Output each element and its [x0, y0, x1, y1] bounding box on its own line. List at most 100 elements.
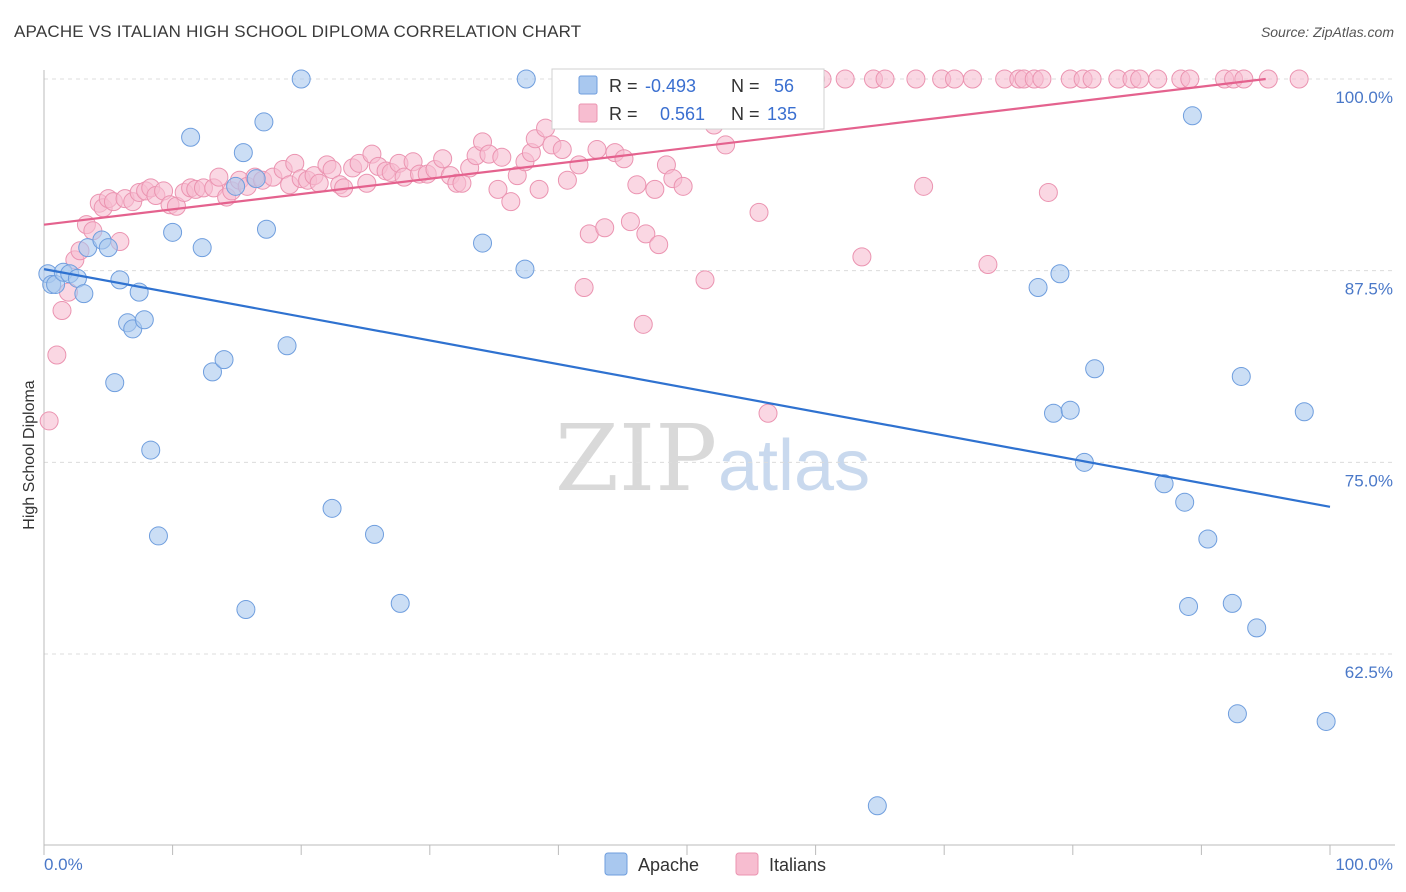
italian-point-100 — [758, 403, 778, 423]
italian-r-label: R = — [609, 104, 638, 124]
apache-point-53 — [1294, 402, 1314, 422]
legend-label-apache: Apache — [638, 855, 699, 875]
apache-point-17 — [148, 526, 168, 546]
apache-point-23 — [226, 176, 246, 196]
apache-point-19 — [181, 127, 201, 147]
apache-point-45 — [1175, 492, 1195, 512]
italian-point-95 — [695, 270, 715, 290]
italian-point-74 — [529, 179, 549, 199]
apache-trend-line — [43, 268, 1331, 508]
italian-point-110 — [914, 176, 934, 196]
apache-point-30 — [291, 69, 311, 89]
italian-point-106 — [852, 247, 872, 267]
italian-point-89 — [636, 224, 656, 244]
italian-point-114 — [978, 255, 998, 275]
italian-point-99 — [749, 202, 769, 222]
italian-point-112 — [944, 69, 964, 89]
apache-point-37 — [867, 796, 887, 816]
x-tick-label-1: 100.0% — [1335, 855, 1393, 874]
italian-point-78 — [557, 170, 577, 190]
italian-point-105 — [835, 69, 855, 89]
apache-point-27 — [254, 112, 274, 132]
italian-trend-line — [43, 77, 1266, 226]
italian-point-134 — [1289, 69, 1309, 89]
apache-point-21 — [202, 362, 222, 382]
apache-point-24 — [233, 143, 253, 163]
apache-point-18 — [163, 222, 183, 242]
apache-point-47 — [1182, 106, 1202, 126]
italian-point-88 — [633, 314, 653, 334]
italian-point-79 — [569, 155, 589, 175]
italian-point-2 — [52, 301, 72, 321]
apache-point-32 — [365, 524, 385, 544]
italian-point-83 — [595, 218, 615, 238]
italian-point-59 — [433, 149, 453, 169]
apache-stat-swatch — [578, 75, 598, 95]
apache-point-52 — [1247, 618, 1267, 638]
apache-point-51 — [1231, 366, 1251, 386]
y-axis-label: High School Diploma — [21, 380, 38, 530]
apache-point-38 — [1028, 278, 1048, 298]
apache-point-43 — [1085, 359, 1105, 379]
apache-point-31 — [322, 498, 342, 518]
italian-point-87 — [627, 175, 647, 195]
italian-point-68 — [492, 147, 512, 167]
italian-n-label: N = — [731, 104, 760, 124]
grid-lines — [44, 78, 1395, 655]
apache-point-35 — [515, 259, 535, 279]
apache-point-11 — [110, 270, 130, 290]
apache-point-28 — [256, 219, 276, 239]
italian-stat-swatch — [578, 103, 598, 123]
apache-r-value: -0.493 — [645, 76, 696, 96]
apache-point-48 — [1198, 529, 1218, 549]
chart-title: APACHE VS ITALIAN HIGH SCHOOL DIPLOMA CO… — [14, 22, 582, 41]
italian-point-80 — [574, 278, 594, 298]
legend: Apache Italians — [604, 852, 826, 876]
tick-labels: 62.5% 75.0% 87.5% 100.0% 0.0% 100.0% — [44, 88, 1393, 874]
apache-point-20 — [192, 238, 212, 258]
italian-point-109 — [906, 69, 926, 89]
italian-point-129 — [1180, 69, 1200, 89]
italian-point-43 — [322, 159, 342, 179]
italian-point-47 — [349, 153, 369, 173]
italian-point-0 — [39, 411, 59, 431]
italian-point-67 — [488, 179, 508, 199]
italian-point-94 — [673, 176, 693, 196]
x-tick-label-0: 0.0% — [44, 855, 83, 874]
apache-point-39 — [1044, 403, 1064, 423]
apache-point-40 — [1050, 264, 1070, 284]
apache-point-49 — [1222, 593, 1242, 613]
axes — [43, 70, 1395, 855]
apache-point-29 — [277, 336, 297, 356]
apache-point-16 — [141, 440, 161, 460]
italian-point-108 — [875, 69, 895, 89]
italian-point-113 — [962, 69, 982, 89]
y-tick-label-1: 75.0% — [1345, 471, 1393, 490]
apache-point-33 — [390, 593, 410, 613]
italian-point-77 — [552, 140, 572, 160]
apache-point-54 — [1316, 711, 1336, 731]
apache-point-36 — [516, 69, 536, 89]
apache-point-41 — [1060, 400, 1080, 420]
trend-lines — [43, 77, 1331, 508]
apache-point-44 — [1154, 474, 1174, 494]
italian-point-132 — [1234, 69, 1254, 89]
italian-point-86 — [620, 212, 640, 232]
apache-n-label: N = — [731, 76, 760, 96]
italian-point-127 — [1148, 69, 1168, 89]
apache-n-value: 56 — [774, 76, 794, 96]
apache-point-26 — [246, 169, 266, 189]
italian-point-85 — [614, 149, 634, 169]
legend-swatch-apache — [604, 852, 628, 876]
y-tick-label-0: 62.5% — [1345, 663, 1393, 682]
italian-point-126 — [1130, 69, 1150, 89]
apache-point-22 — [214, 350, 234, 370]
italian-point-119 — [1032, 69, 1052, 89]
italian-point-41 — [309, 173, 329, 193]
italian-point-123 — [1082, 69, 1102, 89]
italian-point-120 — [1038, 182, 1058, 202]
stats-box: R = -0.493 N = 56 R = 0.561 N = 135 — [551, 68, 825, 130]
y-tick-label-2: 87.5% — [1345, 280, 1393, 299]
apache-point-50 — [1227, 704, 1247, 724]
